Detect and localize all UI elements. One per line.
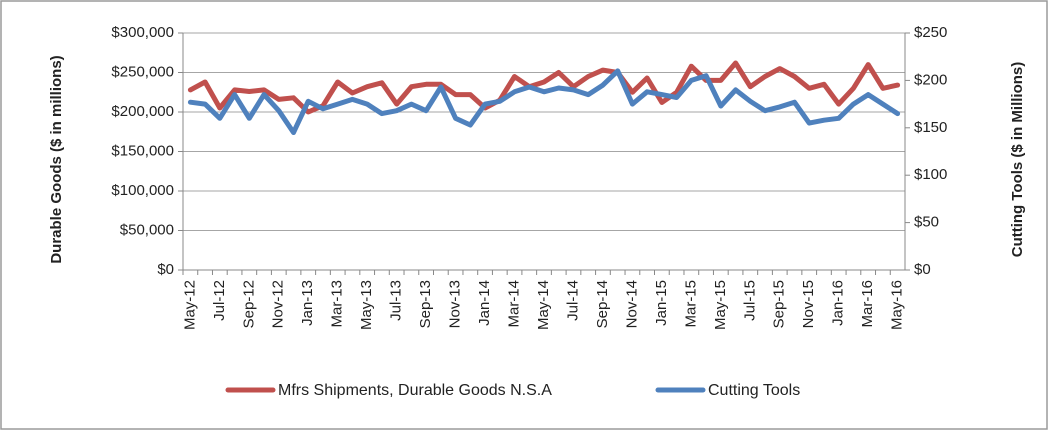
- data-line: [187, 68, 901, 135]
- x-tick-label: May-16: [889, 280, 906, 330]
- x-tick-label: Sep-15: [771, 280, 788, 328]
- x-tick-label: Jul-15: [741, 280, 758, 321]
- x-tick-label: May-13: [358, 280, 375, 330]
- y-tick-label: $100,000: [111, 182, 174, 199]
- x-tick-label: Sep-12: [240, 280, 257, 328]
- y2-tick-label: $200: [914, 71, 947, 88]
- y2-tick-label: $100: [914, 166, 947, 183]
- x-tick-label: Mar-13: [329, 280, 346, 328]
- legend-label: Mfrs Shipments, Durable Goods N.S.A: [278, 382, 552, 399]
- x-tick-label: Jul-13: [388, 280, 405, 321]
- x-tick-label: Jul-14: [564, 280, 581, 321]
- x-tick-label: Nov-13: [447, 280, 464, 328]
- x-tick-label: Sep-13: [417, 280, 434, 328]
- y-tick-label: $0: [157, 261, 174, 278]
- y-axis-title: Durable Goods ($ in millions): [48, 55, 65, 263]
- x-tick-label: Jan-15: [653, 280, 670, 326]
- y2-tick-label: $50: [914, 214, 939, 231]
- y-tick-label: $300,000: [111, 24, 174, 41]
- y-tick-label: $150,000: [111, 142, 174, 159]
- x-tick-label: Nov-12: [270, 280, 287, 328]
- data-line: [187, 60, 901, 115]
- x-tick-label: Nov-15: [800, 280, 817, 328]
- x-tick-label: May-14: [535, 280, 552, 330]
- x-tick-label: Jan-14: [476, 280, 493, 326]
- x-tick-label: May-12: [181, 280, 198, 330]
- legend-label: Cutting Tools: [708, 382, 800, 399]
- y2-tick-label: $250: [914, 24, 947, 41]
- x-tick-label: Mar-15: [682, 280, 699, 328]
- y-tick-label: $250,000: [111, 63, 174, 80]
- x-tick-label: Jan-13: [299, 280, 316, 326]
- y2-tick-label: $0: [914, 261, 931, 278]
- x-tick-label: Jan-16: [830, 280, 847, 326]
- y-tick-label: $200,000: [111, 103, 174, 120]
- x-tick-label: Nov-14: [623, 280, 640, 328]
- x-tick-label: Jul-12: [211, 280, 228, 321]
- x-tick-label: Mar-16: [859, 280, 876, 328]
- y2-axis-title: Cutting Tools ($ in Millions): [1009, 62, 1026, 258]
- x-tick-label: Mar-14: [505, 280, 522, 328]
- x-tick-label: May-15: [712, 280, 729, 330]
- y2-tick-label: $150: [914, 119, 947, 136]
- y-tick-label: $50,000: [120, 221, 174, 238]
- x-tick-label: Sep-14: [594, 280, 611, 328]
